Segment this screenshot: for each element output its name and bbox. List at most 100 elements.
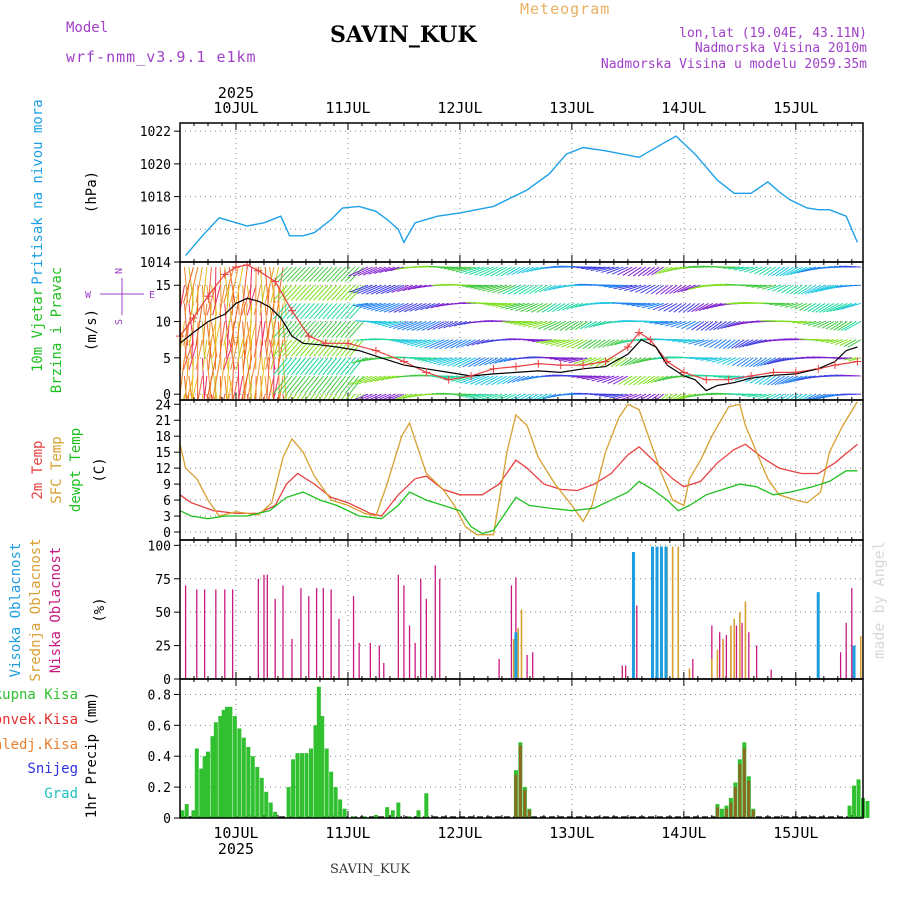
wind-barb — [548, 321, 566, 331]
wind-barb — [563, 357, 584, 363]
wind-barb — [629, 284, 646, 292]
wind-barb — [235, 303, 244, 346]
wind-barb — [633, 375, 647, 386]
wind-barb — [628, 375, 642, 386]
wind-barb — [779, 393, 790, 400]
total-precip-bar — [856, 779, 861, 818]
elevation: Nadmorska Visina 2010m — [694, 41, 867, 56]
wind-barb — [374, 321, 391, 325]
y-tick-label: 6 — [163, 494, 171, 509]
wind-barb — [195, 339, 203, 370]
wind-barb — [736, 357, 750, 367]
wind-barb — [439, 339, 458, 350]
wind-barb — [495, 266, 512, 277]
wind-barb — [455, 266, 476, 273]
wind-barb — [485, 375, 503, 386]
total-precip-bar — [273, 811, 278, 818]
time-tick-bottom: 15JUL — [773, 824, 818, 842]
wind-barb — [811, 284, 830, 294]
wind-barb — [602, 339, 615, 348]
wind-barb — [650, 284, 664, 295]
wind-barb — [487, 302, 507, 306]
wind-barb — [557, 302, 570, 312]
wind-barb — [825, 321, 839, 330]
wind-barb — [749, 357, 763, 368]
wind-barb — [676, 393, 691, 400]
wind-barb — [398, 393, 414, 400]
wind-barb — [807, 302, 821, 312]
wind-barb — [335, 375, 351, 394]
wind-barb — [847, 339, 862, 348]
wind-barb — [357, 393, 373, 400]
wind-barb — [527, 339, 548, 342]
wind-barb — [416, 321, 436, 331]
wind-barb — [317, 357, 333, 376]
wind-barb — [691, 302, 705, 313]
wind-barb — [806, 393, 821, 400]
wind-barb — [484, 357, 499, 366]
wind-barb — [819, 284, 839, 292]
wind-barb — [365, 284, 387, 295]
wind-barb — [352, 302, 369, 307]
total-precip-bar — [424, 793, 429, 818]
wind-barb — [286, 339, 302, 357]
wind-barb — [807, 321, 821, 326]
wind-barb — [513, 284, 530, 295]
wind-barb — [731, 339, 745, 349]
wind-barbs — [180, 265, 862, 400]
total-precip-bar — [232, 716, 237, 818]
wind-barb — [659, 393, 669, 400]
wind-barb — [484, 393, 503, 400]
wind-barb — [380, 284, 400, 295]
y-tick-label: 0.4 — [148, 750, 172, 765]
wind-barb — [340, 393, 347, 400]
wind-barb — [455, 339, 472, 349]
wind-barb — [581, 266, 602, 270]
wind-barb — [433, 357, 454, 365]
wind-barb — [633, 393, 647, 400]
wind-barb — [496, 375, 512, 385]
total-precip-bar — [316, 686, 321, 818]
wind-barb — [277, 339, 293, 357]
wind-barb — [388, 302, 409, 313]
wind-barb — [331, 284, 347, 301]
wind-barb — [286, 357, 302, 376]
total-precip-bar — [407, 816, 412, 818]
wind-barb — [411, 321, 432, 331]
wind-barb — [670, 393, 682, 400]
wind-barb — [208, 267, 212, 304]
wind-barb — [636, 357, 651, 364]
page-title: SAVIN_KUK — [330, 22, 477, 48]
wind-barb — [397, 284, 414, 293]
wind-barb — [822, 302, 839, 313]
wind-barb — [357, 266, 378, 277]
wind-barb — [249, 267, 253, 304]
wind-barb — [344, 339, 360, 357]
wind-barb — [526, 266, 539, 273]
wind-barb — [754, 266, 767, 275]
wind-barb — [466, 339, 481, 347]
wind-barb — [500, 302, 521, 309]
wind-barb — [718, 339, 732, 349]
wind-barb — [340, 339, 356, 357]
wind-barb — [664, 284, 678, 295]
wind-barb — [789, 302, 803, 309]
wind-barb — [592, 339, 606, 349]
wind-barb — [434, 339, 454, 350]
wind-barb — [613, 284, 633, 290]
total-precip-bar — [268, 802, 273, 818]
wind-barb — [568, 357, 588, 364]
wind-barb — [442, 357, 463, 367]
wind-barb — [667, 339, 687, 341]
cloud-legend-high: Visoka Oblacnost — [8, 543, 24, 678]
wind-barb — [785, 375, 803, 384]
wind-barb — [269, 375, 274, 400]
wind-barb — [357, 357, 373, 363]
wind-barb — [566, 339, 584, 349]
wind-barb — [636, 302, 655, 308]
wind-barb — [650, 375, 664, 384]
total-precip-bar — [221, 709, 226, 818]
wind-barb — [230, 303, 239, 346]
wind-barb — [775, 266, 790, 277]
wind-barb — [304, 339, 320, 357]
